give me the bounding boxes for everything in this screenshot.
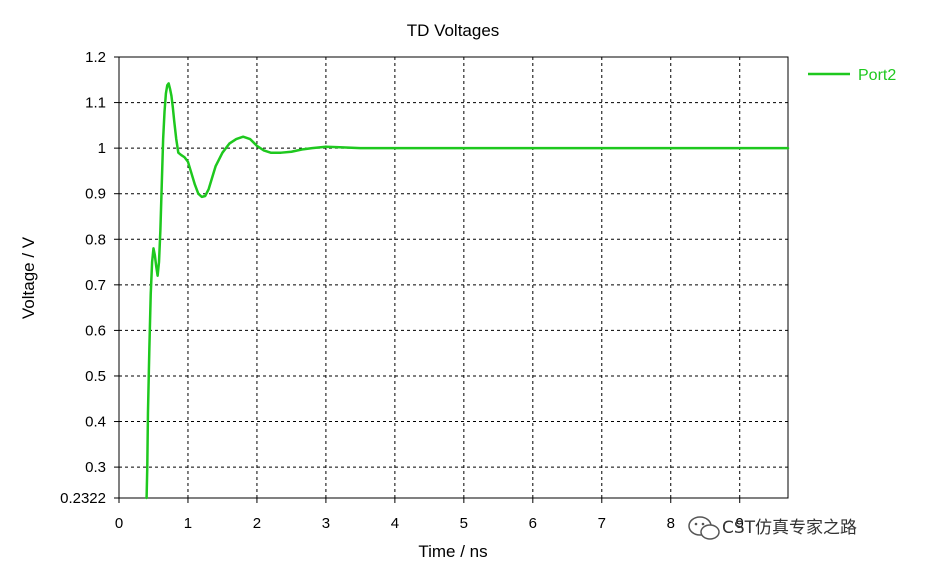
series-layer bbox=[145, 82, 790, 500]
grid-lines bbox=[119, 57, 788, 498]
y-tick-label-9: 1.1 bbox=[85, 95, 106, 112]
x-tick-label-1: 1 bbox=[184, 515, 192, 532]
y-tick-label-10: 1.2 bbox=[85, 49, 106, 66]
y-ticks: 0.2322 0.3 0.4 0.5 0.6 0.7 0.8 0.9 1 1.1 1.2 bbox=[60, 49, 119, 507]
y-axis-label: Voltage / V bbox=[19, 236, 38, 319]
x-tick-label-6: 6 bbox=[529, 515, 537, 532]
x-tick-label-3: 3 bbox=[322, 515, 330, 532]
x-tick-label-7: 7 bbox=[598, 515, 606, 532]
y-tick-label-7: 0.9 bbox=[85, 186, 106, 203]
watermark-text: CST仿真专家之路 bbox=[722, 518, 857, 538]
x-tick-label-9: 9 bbox=[736, 515, 744, 532]
y-tick-label-3: 0.5 bbox=[85, 368, 106, 385]
x-tick-label-4: 4 bbox=[391, 515, 399, 532]
y-tick-label-6: 0.8 bbox=[85, 231, 106, 248]
x-tick-label-0: 0 bbox=[115, 515, 123, 532]
y-tick-label-1: 0.3 bbox=[85, 459, 106, 476]
y-tick-label-4: 0.6 bbox=[85, 322, 106, 339]
watermark: CST仿真专家之路 bbox=[688, 516, 857, 540]
x-tick-label-5: 5 bbox=[460, 515, 468, 532]
x-tick-label-8: 8 bbox=[667, 515, 675, 532]
x-ticks: 0 1 2 3 4 5 6 7 8 9 bbox=[115, 498, 744, 532]
y-tick-label-8: 1 bbox=[98, 140, 106, 157]
series-line-port2 bbox=[145, 82, 790, 500]
plot-frame bbox=[118, 56, 789, 499]
y-tick-label-0: 0.2322 bbox=[60, 490, 106, 507]
legend: Port2 bbox=[808, 67, 896, 84]
x-tick-label-2: 2 bbox=[253, 515, 261, 532]
y-tick-label-5: 0.7 bbox=[85, 277, 106, 294]
wechat-icon bbox=[688, 516, 720, 540]
y-tick-label-2: 0.4 bbox=[85, 414, 106, 431]
chart-title: TD Voltages bbox=[407, 21, 500, 40]
x-axis-label: Time / ns bbox=[418, 542, 487, 561]
legend-label-port2: Port2 bbox=[858, 67, 896, 84]
